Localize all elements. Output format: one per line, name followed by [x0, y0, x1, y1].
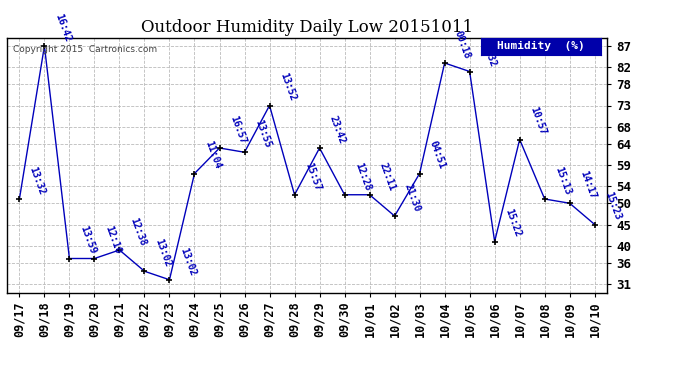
Text: 15:13: 15:13: [553, 165, 573, 196]
Text: 23:42: 23:42: [328, 114, 347, 145]
Text: 00:18: 00:18: [453, 29, 473, 60]
Text: 22:11: 22:11: [378, 161, 397, 192]
Text: 13:59: 13:59: [78, 225, 97, 256]
Text: 14:17: 14:17: [578, 170, 598, 201]
Text: 15:23: 15:23: [603, 191, 622, 222]
Text: 12:10: 12:10: [103, 225, 122, 256]
Text: 14:32: 14:32: [478, 38, 497, 69]
Text: 13:55: 13:55: [253, 118, 273, 150]
Text: 13:02: 13:02: [178, 246, 197, 277]
Text: 12:38: 12:38: [128, 216, 147, 247]
Text: 04:51: 04:51: [428, 140, 447, 171]
Text: 16:57: 16:57: [228, 114, 247, 145]
Text: 11:04: 11:04: [203, 140, 222, 171]
Text: 10:57: 10:57: [528, 106, 547, 137]
Text: 13:32: 13:32: [28, 165, 47, 196]
Text: 16:42: 16:42: [52, 12, 72, 43]
Text: 15:57: 15:57: [303, 161, 322, 192]
Text: 13:52: 13:52: [278, 72, 297, 103]
Text: 12:28: 12:28: [353, 161, 373, 192]
Text: Copyright 2015  Cartronics.com: Copyright 2015 Cartronics.com: [13, 45, 157, 54]
Text: 21:30: 21:30: [403, 182, 422, 213]
Title: Outdoor Humidity Daily Low 20151011: Outdoor Humidity Daily Low 20151011: [141, 19, 473, 36]
Text: 15:22: 15:22: [503, 208, 522, 239]
Text: 13:02: 13:02: [152, 237, 172, 268]
